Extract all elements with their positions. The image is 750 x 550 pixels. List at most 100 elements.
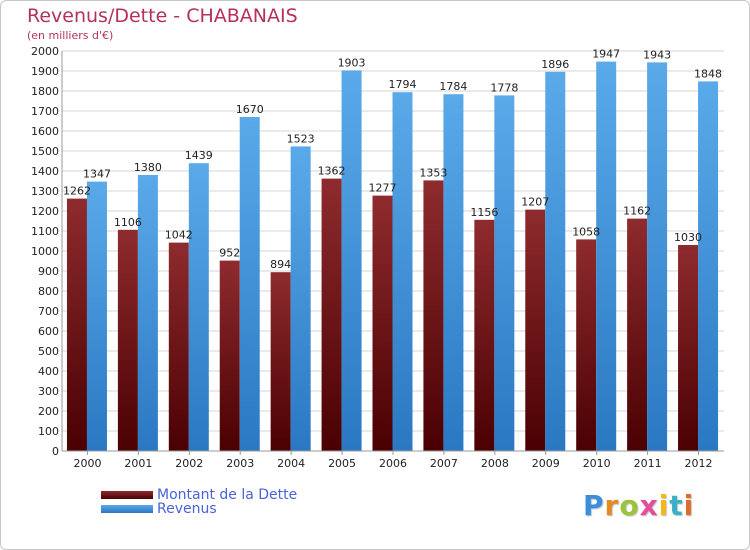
x-tick-label: 2003 [226,457,254,470]
legend-swatch-revenus [101,505,153,513]
x-tick-label: 2010 [583,457,611,470]
y-tick-label: 400 [38,365,59,378]
data-label-dette: 1156 [470,206,498,219]
data-label-revenus: 1848 [694,67,722,80]
data-label-dette: 1262 [63,185,91,198]
y-tick-label: 100 [38,425,59,438]
bar-dette [168,242,189,451]
logo-letter: x [639,489,659,522]
y-tick-label: 2000 [31,45,59,58]
x-tick-label: 2011 [634,457,662,470]
data-label-revenus: 1794 [389,78,417,91]
bar-revenus [239,117,260,451]
data-label-revenus: 1670 [236,103,264,116]
x-tick-label: 2001 [124,457,152,470]
x-axis: 2000 2001 2002 2003 2004 2005 2006 2007 2008 2009… [62,450,724,470]
data-label-dette: 1353 [419,166,447,179]
data-label-dette: 1030 [674,231,702,244]
x-tick-label: 2006 [379,457,407,470]
logo-letter: r [604,489,620,522]
bar-dette [423,180,444,451]
x-tick-label: 2012 [685,457,713,470]
y-tick-label: 1300 [31,185,59,198]
data-labels: 1262 1347 1106 1380 1042 1439 952 1670 894 1523 13… [63,48,722,272]
y-tick-label: 800 [38,285,59,298]
bar-revenus [494,95,515,452]
bars [66,61,719,452]
bar-dette [321,178,342,451]
data-label-revenus: 1947 [592,48,620,61]
data-label-dette: 952 [219,247,240,260]
bar-revenus [443,94,464,451]
x-tick-label: 2000 [73,457,101,470]
bar-revenus [647,62,668,452]
data-label-dette: 1058 [572,225,600,238]
data-label-dette: 1162 [623,205,651,218]
x-tick-label: 2007 [430,457,458,470]
data-label-dette: 1042 [165,229,193,242]
y-tick-label: 1700 [31,105,59,118]
x-tick-label: 2005 [328,457,356,470]
chart-subtitle: (en milliers d'€) [27,29,114,42]
bar-dette [627,218,648,451]
data-label-revenus: 1523 [287,132,315,145]
logo-letter: i [683,489,695,522]
y-tick-label: 1100 [31,225,59,238]
data-label-dette: 894 [270,258,291,271]
data-label-revenus: 1439 [185,149,213,162]
bar-dette [678,245,699,451]
legend-item-revenus: Revenus [101,502,297,516]
y-tick-label: 600 [38,325,59,338]
bar-dette [66,198,87,451]
x-tick-label: 2009 [532,457,560,470]
bar-revenus [137,175,158,451]
y-axis: 0 100 200 300 400 500 600 700 800 900 1000 1100 1200… [31,45,63,458]
y-tick-label: 200 [38,405,59,418]
y-tick-label: 1900 [31,65,59,78]
data-label-revenus: 1943 [643,48,671,61]
bar-dette [474,219,495,451]
data-label-revenus: 1347 [83,168,111,181]
x-tick-label: 2004 [277,457,305,470]
legend-swatch-dette [101,491,153,499]
bar-revenus [698,81,719,452]
bar-dette [117,229,138,451]
bar-revenus [290,146,311,451]
bar-dette [372,195,393,451]
bar-dette [219,260,240,451]
bar-revenus [188,163,209,451]
y-tick-label: 1400 [31,165,59,178]
data-label-dette: 1207 [521,196,549,209]
y-tick-label: 0 [52,445,59,458]
logo-letter: t [669,489,684,522]
bar-dette [576,239,597,451]
data-label-dette: 1106 [114,216,142,229]
y-tick-label: 1600 [31,125,59,138]
bar-revenus [86,181,107,451]
data-label-dette: 1277 [369,182,397,195]
data-label-revenus: 1380 [134,161,162,174]
y-tick-label: 500 [38,345,59,358]
legend-item-dette: Montant de la Dette [101,488,297,502]
logo-letter: o [619,489,640,522]
y-tick-label: 900 [38,265,59,278]
logo-letter: P [583,489,605,522]
data-label-dette: 1362 [318,165,346,178]
bar-revenus [392,92,413,451]
data-label-revenus: 1784 [439,80,467,93]
y-tick-label: 700 [38,305,59,318]
data-label-revenus: 1903 [338,56,366,69]
legend-label-revenus: Revenus [157,501,217,517]
x-tick-label: 2002 [175,457,203,470]
legend: Montant de la Dette Revenus [101,488,297,516]
proxiti-logo: Proxiti [583,489,694,522]
legend-label-dette: Montant de la Dette [157,487,298,503]
logo-letter: i [658,489,670,522]
bar-dette [525,209,546,451]
bar-revenus [341,70,362,452]
bar-dette [270,272,291,451]
y-tick-label: 1200 [31,205,59,218]
bar-revenus [545,71,566,452]
